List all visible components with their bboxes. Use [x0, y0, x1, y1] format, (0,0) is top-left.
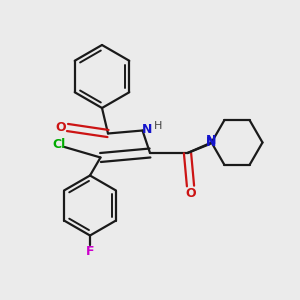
Text: N: N [206, 134, 216, 147]
Text: H: H [154, 121, 162, 131]
Text: Cl: Cl [52, 138, 66, 151]
Text: N: N [142, 122, 152, 136]
Text: O: O [56, 121, 66, 134]
Text: O: O [185, 187, 196, 200]
Text: F: F [86, 245, 94, 258]
Text: N: N [206, 136, 217, 149]
